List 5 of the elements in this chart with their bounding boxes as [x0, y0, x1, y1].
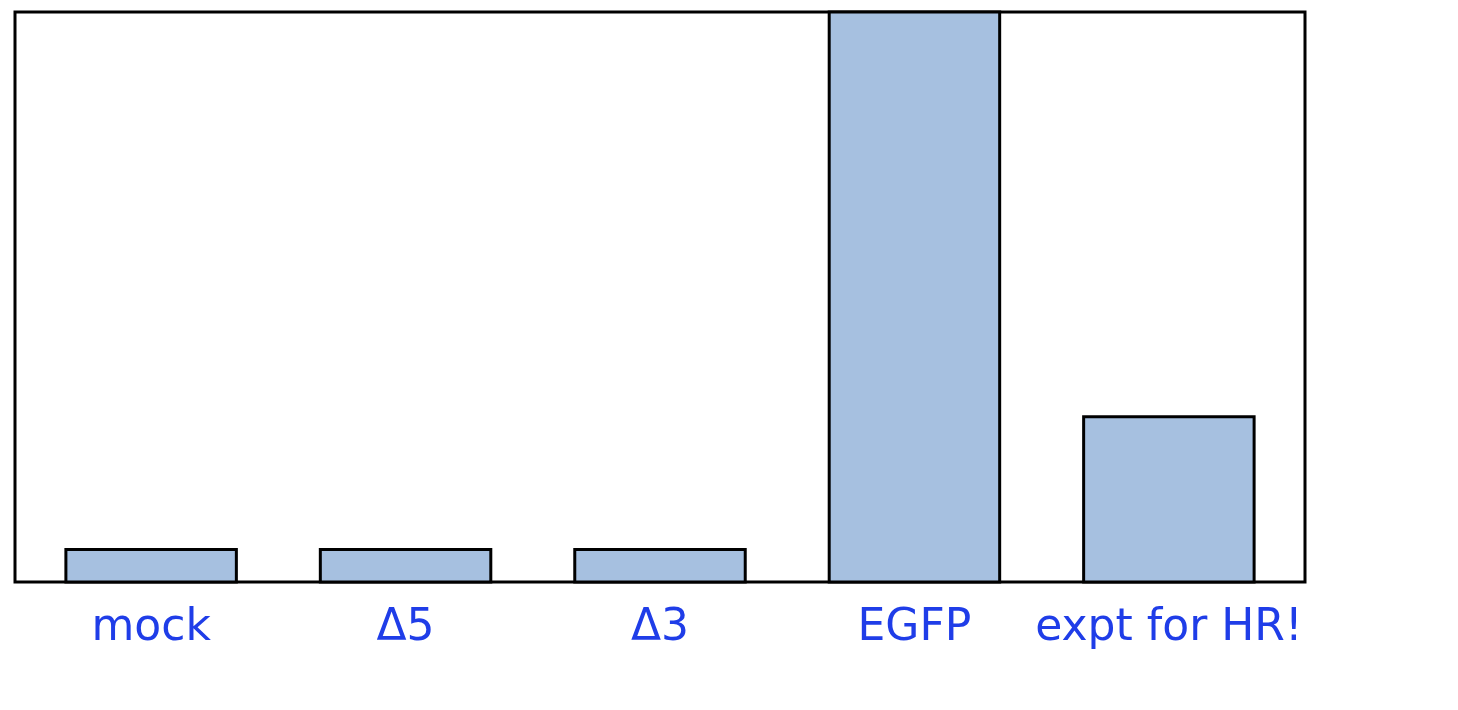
x-tick-label: Δ3 [630, 598, 690, 650]
x-tick-label: Δ5 [376, 598, 435, 650]
x-tick-label: expt for HR! [1035, 598, 1303, 650]
x-tick-label: EGFP [857, 598, 972, 650]
x-tick-label: mock [91, 598, 212, 650]
